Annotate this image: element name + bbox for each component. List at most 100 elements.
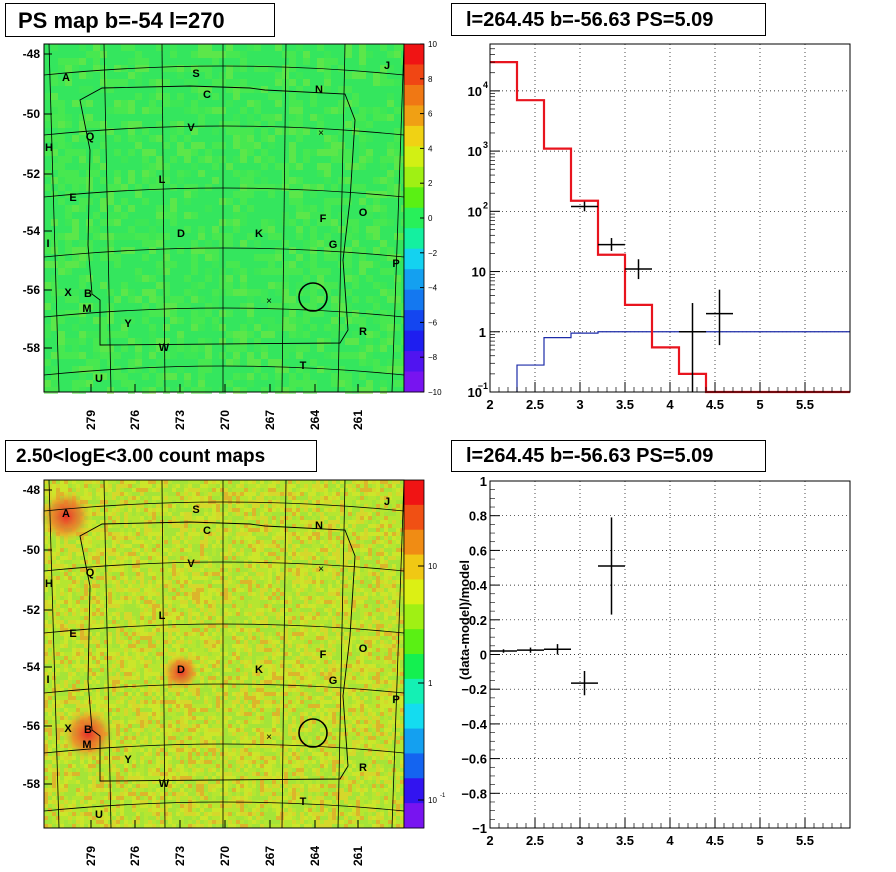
colorbar-band — [404, 753, 424, 779]
colorbar-band — [404, 351, 424, 373]
latitude-line — [43, 683, 405, 694]
hotspot — [40, 490, 92, 542]
colorbar-tick-label: 6 — [428, 110, 433, 119]
region-label: H — [45, 142, 53, 154]
y-tick-label: 0.8 — [469, 509, 487, 524]
x-tick-label: 4.5 — [706, 833, 724, 848]
longitude-line — [337, 43, 346, 393]
colorbar-band — [404, 554, 424, 580]
region-label: V — [187, 122, 195, 134]
colorbar-tick-label: −6 — [428, 318, 438, 327]
residual-panel: 2 2.5 3 3.5 4 4.5 5 5.5 1 0.8 0.6 0.4 0.2 0 −0.2 −0.4 −0… — [457, 474, 851, 848]
colorbar-band — [404, 604, 424, 630]
region-label: P — [392, 258, 399, 270]
region-label: X — [64, 723, 72, 735]
y-tick-label: 0.4 — [469, 578, 488, 593]
x-tick-label: 5 — [756, 833, 763, 848]
longitude-line — [161, 43, 166, 393]
region-label: R — [359, 326, 367, 338]
latitude-line — [43, 125, 405, 136]
colorbar-band — [404, 371, 424, 393]
colorbar-band — [404, 64, 424, 86]
region-label: C — [203, 89, 211, 101]
cross-marker: × — [266, 732, 272, 743]
survey-footprint — [79, 521, 356, 782]
y-tick-label: −1 — [472, 821, 487, 836]
colorbar-band — [404, 654, 424, 680]
source-circle — [298, 718, 328, 748]
y-tick-label: −0.8 — [461, 786, 487, 801]
colorbar-exponent: -1 — [440, 793, 446, 799]
y-tick-label: -54 — [23, 224, 41, 238]
y-tick-label: 10 — [468, 84, 482, 99]
colorbar-band — [404, 207, 424, 229]
x-tick-label: 3 — [576, 833, 583, 848]
y-tick-label: -58 — [23, 341, 41, 355]
x-tick-label: 264 — [308, 410, 322, 430]
ps_map-colorbar: 10 8 6 4 2 0 −2 −4 −6 −8 −10 — [403, 40, 442, 397]
region-label: J — [384, 60, 390, 72]
y-tick-label: 0 — [480, 648, 487, 663]
x-tick-label: 273 — [173, 410, 187, 430]
longitude-line — [337, 479, 346, 829]
region-label: C — [203, 525, 211, 537]
x-tick-label: 2 — [486, 833, 493, 848]
longitude-line — [103, 479, 112, 829]
colorbar-band — [404, 125, 424, 147]
region-label: W — [159, 342, 170, 354]
region-label: K — [255, 228, 263, 240]
y-tick-exponent: −1 — [478, 381, 488, 391]
y-tick-label: -52 — [23, 603, 41, 617]
longitude-line — [103, 43, 112, 393]
longitude-line — [48, 479, 60, 829]
hotspot — [163, 654, 199, 690]
hotspot — [62, 708, 114, 760]
region-label: Q — [86, 131, 95, 143]
residual-title: l=264.45 b=-56.63 PS=5.09 — [451, 440, 766, 472]
region-label: F — [320, 649, 327, 661]
region-label: F — [320, 213, 327, 225]
region-label: I — [46, 674, 49, 686]
region-label: G — [329, 675, 338, 687]
colorbar-tick-label: 10 — [428, 796, 437, 805]
y-tick-label: 10 — [468, 144, 482, 159]
colorbar-band — [404, 504, 424, 531]
region-label: O — [359, 643, 368, 655]
colorbar-tick-label: −2 — [428, 249, 438, 258]
latitude-line — [43, 247, 405, 258]
y-tick-label: -48 — [23, 47, 41, 61]
latitude-line — [43, 65, 405, 76]
colorbar-band — [404, 166, 424, 188]
x-tick-label: 261 — [351, 846, 365, 866]
y-tick-label: 0.2 — [469, 613, 487, 628]
x-tick-label: 2.5 — [526, 833, 544, 848]
x-tick-label: 267 — [263, 410, 277, 430]
ps_map-panel: A S J C N Q V H L E F O D K G I P X BM Y R W T U × × -48 -50 -52 -54 -… — [23, 40, 442, 430]
x-tick-label: 2.5 — [526, 397, 544, 412]
y-tick-label: 0.6 — [469, 543, 487, 558]
region-label: P — [392, 694, 399, 706]
region-label: S — [192, 68, 199, 80]
cross-marker: × — [318, 128, 324, 139]
colorbar-band — [404, 678, 424, 705]
y-tick-label: 1 — [479, 325, 486, 340]
region-label: E — [69, 192, 76, 204]
y-tick-label: −0.4 — [461, 717, 487, 732]
y-tick-label: -52 — [23, 167, 41, 181]
y-tick-label: -58 — [23, 777, 41, 791]
colorbar-band — [404, 84, 424, 106]
region-label: V — [187, 558, 195, 570]
region-label: B — [84, 724, 92, 736]
x-tick-label: 273 — [173, 846, 187, 866]
region-label: B — [84, 288, 92, 300]
colorbar-band — [404, 310, 424, 332]
colorbar-band — [404, 529, 424, 556]
longitude-line — [161, 479, 166, 829]
x-tick-label: 267 — [263, 846, 277, 866]
y-tick-label: -54 — [23, 660, 41, 674]
y-tick-label: -50 — [23, 543, 41, 557]
x-tick-label: 270 — [218, 846, 232, 866]
